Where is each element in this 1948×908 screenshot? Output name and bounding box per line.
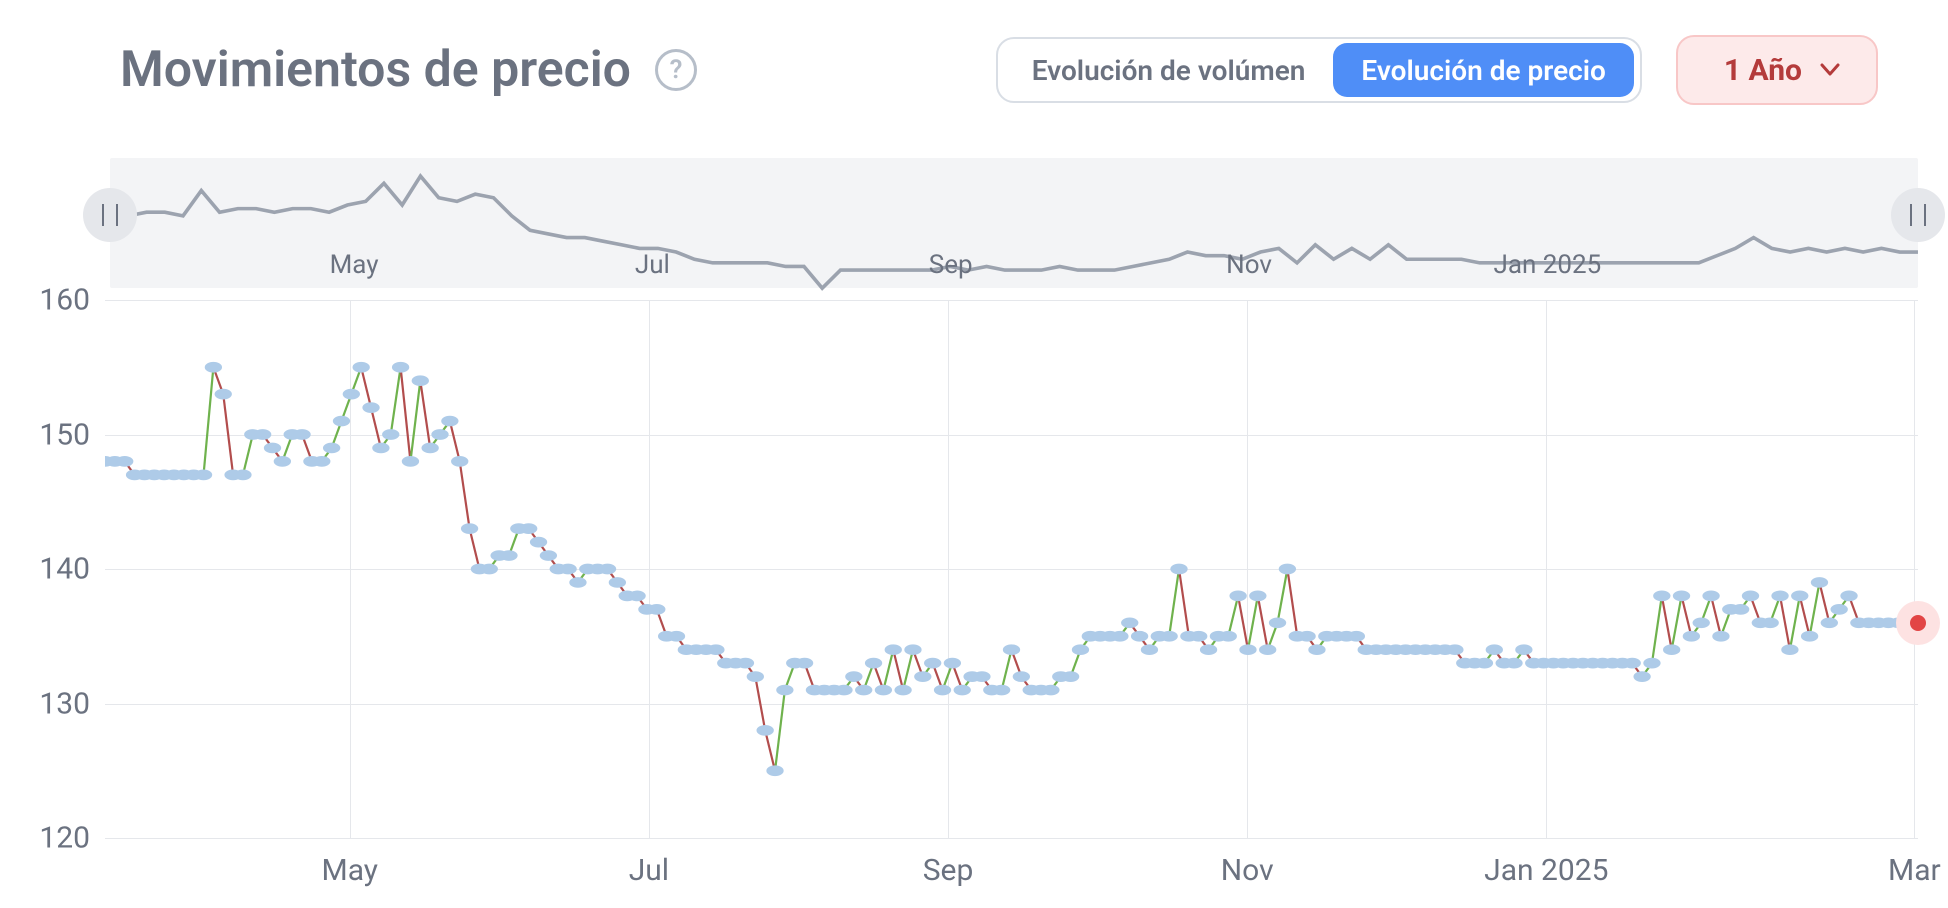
x-axis-label: Nov: [1221, 853, 1274, 888]
card-title-wrap: Movimientos de precio ?: [120, 41, 697, 99]
plot-area: [105, 300, 1918, 838]
overview-brush[interactable]: May Jul Sep Nov Jan 2025: [110, 158, 1918, 288]
x-axis-label: Sep: [923, 853, 974, 888]
brush-handle-left[interactable]: [83, 188, 137, 242]
card-header: Movimientos de precio ? Evolución de vol…: [120, 30, 1878, 110]
overview-tick: Sep: [929, 250, 973, 280]
header-controls: Evolución de volúmen Evolución de precio…: [996, 35, 1878, 105]
y-axis-label: 160: [30, 283, 90, 318]
tab-price[interactable]: Evolución de precio: [1333, 43, 1633, 97]
x-axis-label: Mar: [1888, 853, 1941, 888]
overview-tick: Nov: [1226, 250, 1272, 280]
main-chart: 120130140150160 MayJulSepNovJan 2025Mar: [30, 300, 1918, 888]
y-axis-label: 140: [30, 552, 90, 587]
card-title: Movimientos de precio: [120, 41, 631, 99]
overview-tick: May: [330, 250, 379, 280]
help-icon[interactable]: ?: [655, 49, 697, 91]
y-axis-label: 120: [30, 821, 90, 856]
overview-tick: Jul: [635, 250, 670, 280]
overview-tick: Jan 2025: [1493, 250, 1601, 280]
x-axis-label: Jan 2025: [1484, 853, 1608, 888]
y-axis-label: 150: [30, 417, 90, 452]
x-axis-label: Jul: [629, 853, 669, 888]
brush-handle-right[interactable]: [1891, 188, 1945, 242]
price-movements-card: Movimientos de precio ? Evolución de vol…: [0, 0, 1948, 908]
time-range-label: 1 Año: [1724, 53, 1802, 88]
chevron-down-icon: [1820, 63, 1840, 77]
y-axis-label: 130: [30, 686, 90, 721]
time-range-selector[interactable]: 1 Año: [1676, 35, 1878, 105]
chart-type-segmented: Evolución de volúmen Evolución de precio: [996, 37, 1642, 103]
last-point-dot: [1910, 615, 1926, 631]
x-axis-label: May: [322, 853, 378, 888]
gridline-horizontal: [105, 838, 1918, 839]
tab-volume[interactable]: Evolución de volúmen: [1004, 43, 1334, 97]
